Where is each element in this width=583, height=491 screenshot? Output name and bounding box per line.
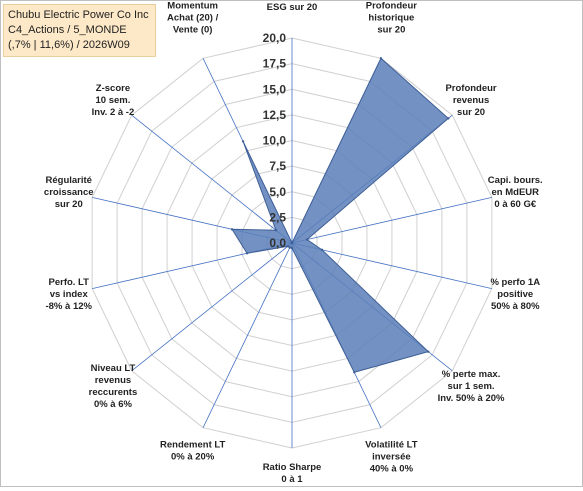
tick-label-3: 7,5 <box>269 159 286 173</box>
series-point-11 <box>230 228 234 231</box>
axis-label-13: Momentum Achat (20) / Vente (0) <box>167 1 219 36</box>
axis-label-11: Régularité croissance sur 20 <box>44 175 94 210</box>
series-point-2 <box>447 117 450 120</box>
series-point-13 <box>241 140 245 143</box>
tick-label-8: 20,0 <box>263 31 287 45</box>
series-point-9 <box>286 244 290 248</box>
axis-spoke-8 <box>202 242 293 428</box>
tick-label-2: 5,0 <box>269 185 286 199</box>
axis-label-8: Rendement LT 0% à 20% <box>160 439 225 462</box>
series-layer <box>230 57 450 374</box>
axis-label-4: % perfo 1A positive 50% à 80% <box>490 277 540 312</box>
tick-label-1: 2,5 <box>269 210 286 224</box>
axis-spoke-3 <box>291 196 492 244</box>
series-point-5 <box>427 350 430 353</box>
tick-label-7: 17,5 <box>263 57 287 71</box>
series-point-7 <box>290 246 294 250</box>
series-point-6 <box>353 371 356 374</box>
tick-label-6: 15,0 <box>263 82 287 96</box>
axis-label-1: Profondeur historique sur 20 <box>366 1 417 36</box>
series-point-1 <box>379 57 383 60</box>
tick-layer: 0,0 2,5 5,0 7,5 10,0 12,5 15,0 17,5 20,0 <box>263 31 287 250</box>
chart-title-line-3: (,7% | 11,6%) / 2026W09 <box>8 39 130 51</box>
axis-spoke-12 <box>131 114 293 244</box>
chart-title-line-1: Chubu Electric Power Co Inc <box>8 9 149 21</box>
axis-spoke-9 <box>131 242 293 372</box>
tick-label-0: 0,0 <box>269 236 286 250</box>
axis-label-9: Niveau LT revenus reccurents 0% à 6% <box>89 363 138 410</box>
axis-label-12: Z-score 10 sem. Inv. 2 à -2 <box>92 83 135 118</box>
axis-label-6: Volatilité LT inversée 40% à 0% <box>365 439 418 474</box>
series-point-0 <box>290 241 294 245</box>
series-point-4 <box>320 248 324 252</box>
series-area <box>231 57 450 373</box>
axis-spoke-4 <box>291 242 492 290</box>
chart-title-box: Chubu Electric Power Co Inc C4_Actions /… <box>3 4 156 57</box>
axis-label-3: Capi. bours. en MdEUR 0 à 60 G€ <box>488 175 543 210</box>
axis-label-2: Profondeur revenus sur 20 <box>445 83 496 118</box>
axis-label-7: Ratio Sharpe 0 à 1 <box>263 462 322 485</box>
tick-label-5: 12,5 <box>263 108 287 122</box>
axis-label-0: NoteESG sur 20 <box>267 1 318 13</box>
tick-label-4: 10,0 <box>263 134 287 148</box>
series-point-10 <box>245 252 249 255</box>
series-point-8 <box>288 246 291 249</box>
axis-label-5: % perte max. sur 1 sem. Inv. 50% à 20% <box>438 369 505 404</box>
chart-title-line-2: C4_Actions / 5_MONDE <box>8 24 127 36</box>
series-point-3 <box>305 238 309 241</box>
series-point-12 <box>274 229 278 232</box>
axis-label-10: Perfo. LT vs index -8% à 12% <box>45 277 92 312</box>
